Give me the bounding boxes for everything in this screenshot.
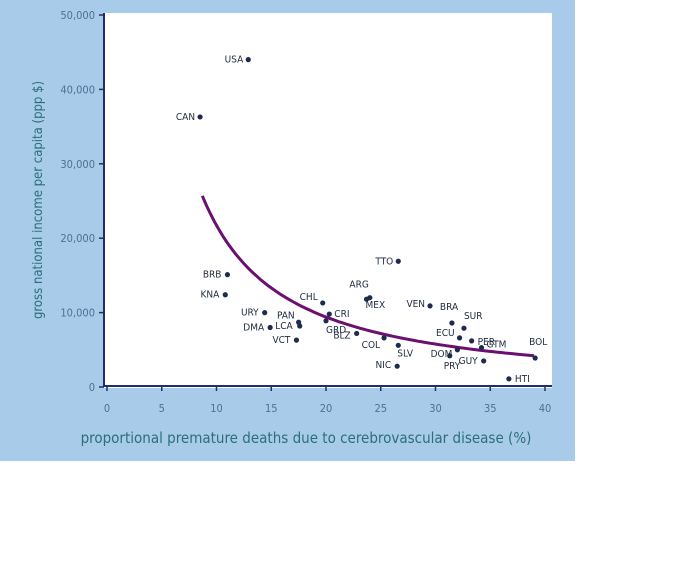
data-point-grd (323, 318, 329, 324)
data-point-hti (506, 376, 512, 382)
point-label-dma: DMA (243, 322, 265, 333)
x-tick-label: 0 (104, 402, 110, 415)
data-point-can (197, 114, 203, 120)
point-label-chl: CHL (300, 292, 318, 303)
point-label-usa: USA (225, 55, 244, 66)
x-tick-label: 20 (320, 402, 333, 415)
x-tick-label: 15 (265, 402, 278, 415)
point-label-bol: BOL (529, 337, 547, 348)
data-point-pry (447, 353, 453, 359)
data-point-usa (245, 57, 251, 63)
plot-area (104, 13, 552, 388)
data-point-ecu (456, 335, 463, 341)
point-label-tto: TTO (374, 256, 393, 267)
data-point-col (381, 335, 387, 341)
point-label-brb: BRB (203, 270, 222, 281)
trend-line (200, 195, 535, 358)
point-label-can: CAN (176, 112, 195, 123)
data-point-per (469, 338, 475, 344)
data-point-vct (293, 337, 300, 343)
point-label-kna: KNA (200, 290, 220, 301)
x-tick-label: 30 (429, 402, 442, 415)
point-label-lca: LCA (275, 321, 293, 332)
point-label-ury: URY (241, 308, 259, 319)
y-tick-label: 30,000 (60, 158, 95, 171)
point-label-hti: HTI (515, 374, 530, 385)
x-tick-label: 25 (374, 402, 387, 415)
point-label-cri: CRI (334, 309, 349, 320)
y-tick-label: 20,000 (60, 232, 95, 245)
data-point-bol (532, 355, 538, 361)
y-tick-label: 50,000 (60, 9, 95, 22)
point-label-col: COL (362, 340, 380, 351)
point-label-guy: GUY (459, 356, 479, 367)
data-point-tto (395, 258, 401, 264)
data-point-chl (320, 300, 326, 306)
point-label-gtm: GTM (486, 340, 506, 351)
data-point-sur (461, 325, 467, 331)
x-tick-label: 40 (539, 402, 552, 415)
point-label-vct: VCT (272, 335, 290, 346)
point-label-sur: SUR (464, 311, 483, 322)
data-point-ven (427, 303, 433, 309)
y-tick-label: 40,000 (60, 83, 95, 96)
data-point-lca (297, 323, 303, 329)
data-point-guy (481, 358, 487, 364)
data-point-slv (395, 342, 401, 348)
x-tick-label: 10 (210, 402, 223, 415)
chart-panel: USA CAN TTO BRB KNA ARG MEX CHL VEN CRI URY PAN BRA S… (0, 0, 575, 461)
point-label-slv: SLV (397, 348, 414, 359)
point-label-grd: GRD (326, 325, 346, 336)
point-label-pan: PAN (277, 310, 295, 321)
point-label-nic: NIC (376, 360, 392, 371)
data-point-mex (363, 296, 370, 302)
data-point-ury (262, 310, 268, 316)
x-tick-label: 35 (484, 402, 497, 415)
data-point-dom (454, 347, 460, 353)
point-label-mex: MEX (366, 300, 386, 311)
data-point-bra (449, 320, 455, 326)
x-tick-label: 5 (159, 402, 165, 415)
point-label-dom: DOM (431, 349, 453, 360)
point-label-arg: ARG (349, 280, 368, 291)
y-tick-label: 0 (89, 381, 95, 394)
data-point-kna (222, 292, 228, 298)
data-point-brb (224, 272, 231, 278)
data-point-blz (354, 330, 360, 337)
point-label-blz: BLZ (333, 330, 350, 341)
point-label-per: PER (478, 337, 495, 348)
data-point-dma (267, 324, 273, 331)
data-point-nic (394, 363, 400, 369)
y-tick-label: 10,000 (60, 307, 95, 320)
point-label-ecu: ECU (436, 328, 455, 339)
x-axis-title: proportional premature deaths due to cer… (81, 429, 532, 447)
y-axis-title: gross national income per capita (ppp $) (31, 81, 46, 319)
scatter-chart: USA CAN TTO BRB KNA ARG MEX CHL VEN CRI URY PAN BRA S… (31, 9, 552, 447)
point-label-bra: BRA (440, 302, 459, 313)
data-point-gtm (478, 344, 485, 351)
data-point-cri (326, 311, 332, 317)
point-label-ven: VEN (406, 299, 425, 310)
point-label-pry: PRY (444, 361, 461, 372)
